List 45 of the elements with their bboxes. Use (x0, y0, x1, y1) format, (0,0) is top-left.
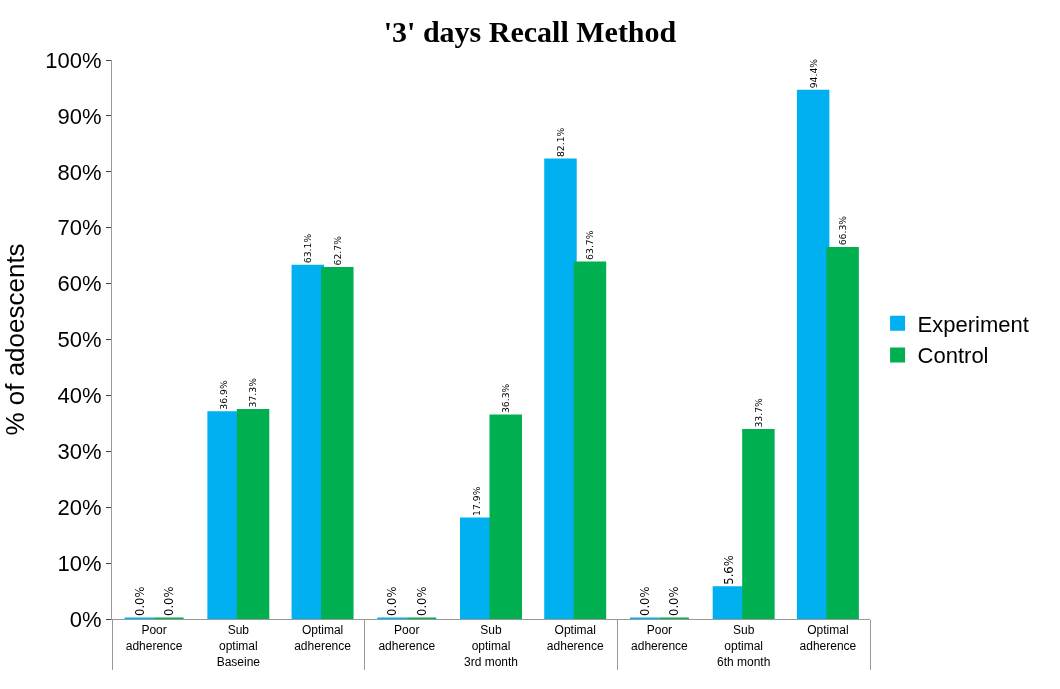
y-tick-label: 60% (57, 271, 102, 297)
text: Baseine (216, 655, 261, 669)
data-label: 63.7% (584, 230, 596, 260)
legend-label: Experiment (917, 311, 1029, 337)
y-tick-label: 10% (57, 550, 102, 576)
y-tick-label: 100% (45, 47, 102, 73)
y-tick-label: 20% (57, 494, 102, 520)
data-label: 0.0% (637, 586, 652, 616)
text: 3rd month (463, 655, 519, 669)
data-label: 94.4% (807, 58, 819, 89)
data-label: 63.1% (302, 233, 314, 264)
data-label: 82.1% (554, 127, 566, 158)
y-tick-label: 50% (57, 327, 102, 353)
y-axis-title: % of adoescents (0, 243, 30, 436)
x-tick-label: Sub optimal (218, 623, 258, 653)
chart-title: '3' days Recall Method (383, 14, 677, 48)
y-tick-label: 0% (69, 606, 102, 632)
data-label: 37.3% (247, 377, 259, 408)
data-label: 36.9% (217, 380, 229, 410)
x-tick-label: Poor adherence (378, 623, 436, 653)
x-tick-label: Optimal adherence (799, 623, 857, 653)
legend-label: Control (917, 343, 989, 369)
data-label: 0.0% (132, 586, 147, 616)
data-label: 17.9% (470, 486, 482, 516)
data-label: 0.0% (414, 586, 429, 616)
data-label: 36.3% (500, 383, 512, 414)
data-label: 5.6% (722, 555, 737, 585)
data-label: 62.7% (331, 235, 343, 266)
x-tick-label: Poor adherence (631, 623, 689, 653)
x-tick-label: Sub optimal (724, 623, 764, 653)
x-tick-label: Poor adherence (125, 623, 183, 653)
x-tick-label: Optimal adherence (546, 623, 604, 653)
y-tick-label: 70% (57, 215, 102, 241)
text: 6th month (716, 655, 771, 669)
data-label: 0.0% (385, 586, 400, 616)
y-tick-label: 30% (57, 439, 102, 464)
y-tick-label: 40% (57, 383, 102, 409)
x-tick-label: Optimal adherence (294, 623, 352, 653)
data-label: 66.3% (836, 215, 848, 246)
data-label: 0.0% (162, 586, 177, 616)
x-tick-label: Sub optimal (471, 623, 511, 653)
data-label: 0.0% (667, 586, 682, 616)
y-tick-label: 90% (57, 103, 102, 129)
data-label: 33.7% (752, 397, 764, 428)
y-tick-label: 80% (57, 159, 102, 185)
